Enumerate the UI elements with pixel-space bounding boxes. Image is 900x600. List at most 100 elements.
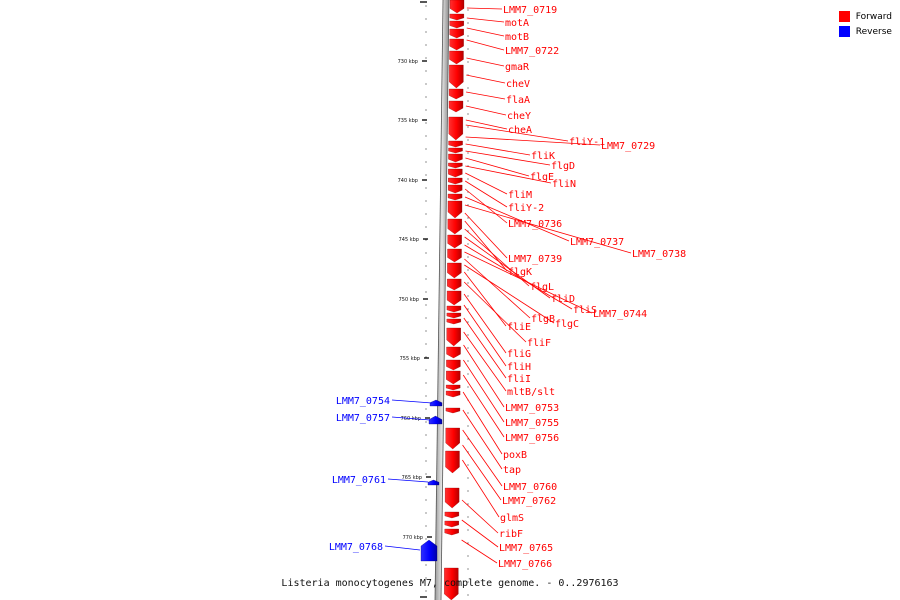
legend-forward[interactable]: Forward	[838, 9, 892, 24]
forward-gene-label[interactable]: LMM7_0766	[498, 559, 552, 570]
reverse-gene-arrow[interactable]	[427, 479, 440, 486]
forward-gene-arrow[interactable]	[447, 262, 462, 279]
forward-gene-arrow[interactable]	[444, 528, 459, 536]
forward-gene-label[interactable]: fliY-2	[508, 203, 544, 214]
forward-gene-label[interactable]: LMM7_0756	[505, 433, 559, 444]
forward-gene-arrow[interactable]	[448, 140, 463, 148]
forward-gene-arrow[interactable]	[449, 0, 465, 14]
gene-label-leader	[463, 359, 505, 423]
forward-gene-arrow[interactable]	[446, 359, 461, 371]
forward-gene-arrow[interactable]	[446, 346, 461, 359]
forward-gene-label[interactable]: flgL	[530, 282, 554, 293]
forward-gene-label[interactable]: LMM7_0736	[508, 219, 562, 230]
forward-gene-arrow[interactable]	[445, 427, 460, 450]
forward-gene-label[interactable]: LMM7_0753	[505, 403, 559, 414]
reverse-gene-arrow[interactable]	[428, 415, 443, 425]
forward-gene-arrow[interactable]	[449, 20, 464, 29]
forward-gene-arrow[interactable]	[444, 511, 460, 519]
forward-gene-arrow[interactable]	[446, 370, 461, 385]
forward-gene-label[interactable]: LMM7_0722	[505, 46, 559, 57]
forward-gene-label[interactable]: fliD	[551, 294, 575, 305]
forward-gene-arrow[interactable]	[449, 38, 464, 51]
forward-gene-arrow[interactable]	[448, 177, 463, 185]
forward-gene-label[interactable]: flgE	[530, 172, 554, 183]
forward-gene-arrow[interactable]	[447, 200, 463, 219]
forward-gene-label[interactable]: glmS	[500, 513, 524, 524]
reverse-gene-label[interactable]: LMM7_0768	[329, 542, 383, 553]
forward-gene-label[interactable]: mltB/slt	[507, 387, 555, 398]
forward-gene-arrow[interactable]	[448, 116, 463, 141]
forward-gene-arrow[interactable]	[446, 305, 462, 313]
forward-gene-label[interactable]: fliF	[527, 338, 551, 349]
forward-gene-label[interactable]: tap	[503, 465, 521, 476]
forward-gene-arrow[interactable]	[449, 28, 464, 39]
forward-gene-label[interactable]: LMM7_0765	[499, 543, 553, 554]
forward-gene-label[interactable]: flgK	[508, 267, 532, 278]
forward-gene-label[interactable]: ribF	[499, 529, 523, 540]
forward-gene-arrow[interactable]	[444, 520, 459, 528]
forward-gene-label[interactable]: LMM7_0719	[503, 5, 557, 16]
forward-gene-label[interactable]: poxB	[503, 450, 527, 461]
forward-gene-arrow[interactable]	[448, 162, 463, 169]
gene-label-leader	[465, 150, 551, 166]
forward-gene-arrow[interactable]	[448, 100, 464, 113]
forward-gene-arrow[interactable]	[448, 168, 463, 178]
forward-gene-label[interactable]: LMM7_0739	[508, 254, 562, 265]
forward-gene-arrow[interactable]	[448, 88, 464, 100]
forward-gene-arrow[interactable]	[446, 327, 461, 347]
forward-gene-label[interactable]: flgD	[551, 161, 575, 172]
forward-gene-label[interactable]: fliG	[507, 349, 531, 360]
forward-gene-label[interactable]: flaA	[506, 95, 530, 106]
forward-gene-arrow[interactable]	[444, 487, 460, 509]
forward-gene-label[interactable]: fliY-1	[569, 137, 605, 148]
forward-gene-label[interactable]: LMM7_0755	[505, 418, 559, 429]
forward-gene-label[interactable]: LMM7_0737	[570, 237, 624, 248]
forward-gene-arrow[interactable]	[445, 407, 461, 414]
forward-gene-label[interactable]: motB	[505, 32, 529, 43]
forward-gene-label[interactable]: motA	[505, 18, 529, 29]
gene-label-leader	[462, 429, 503, 487]
forward-gene-label[interactable]: gmaR	[505, 62, 530, 73]
forward-gene-label[interactable]: cheV	[506, 79, 530, 90]
forward-gene-label[interactable]: fliH	[507, 362, 531, 373]
forward-gene-label[interactable]: LMM7_0760	[503, 482, 557, 493]
legend-reverse[interactable]: Reverse	[838, 24, 892, 39]
forward-gene-label[interactable]: fliN	[552, 179, 576, 190]
forward-gene-arrow[interactable]	[445, 384, 461, 391]
forward-gene-label[interactable]: fliK	[531, 151, 555, 162]
forward-gene-arrow[interactable]	[448, 153, 463, 163]
forward-gene-label[interactable]: cheY	[507, 111, 531, 122]
forward-gene-arrow[interactable]	[446, 318, 461, 325]
forward-gene-arrow[interactable]	[447, 278, 462, 291]
forward-gene-label[interactable]: fliM	[508, 190, 532, 201]
forward-gene-arrow[interactable]	[449, 64, 464, 89]
forward-gene-label[interactable]: fliS	[573, 305, 597, 316]
forward-gene-arrow[interactable]	[446, 312, 462, 319]
forward-gene-label[interactable]: flgC	[555, 319, 579, 330]
forward-gene-arrow[interactable]	[445, 450, 460, 474]
reverse-gene-label[interactable]: LMM7_0754	[336, 396, 390, 407]
reverse-gene-label[interactable]: LMM7_0761	[332, 475, 386, 486]
forward-gene-label[interactable]: LMM7_0729	[601, 141, 655, 152]
forward-gene-arrow[interactable]	[447, 234, 462, 249]
forward-gene-arrow[interactable]	[445, 390, 461, 398]
forward-gene-arrow[interactable]	[446, 290, 462, 306]
forward-gene-label[interactable]: fliE	[507, 322, 531, 333]
forward-gene-arrow[interactable]	[449, 13, 465, 21]
forward-gene-arrow[interactable]	[444, 567, 459, 600]
forward-gene-label[interactable]: LMM7_0744	[593, 309, 647, 320]
forward-gene-label[interactable]: cheA	[508, 125, 532, 136]
forward-gene-label[interactable]: LMM7_0738	[632, 249, 686, 260]
reverse-gene-arrow[interactable]	[420, 539, 438, 562]
forward-gene-arrow[interactable]	[447, 218, 462, 235]
forward-gene-arrow[interactable]	[447, 184, 463, 194]
forward-gene-arrow[interactable]	[449, 50, 464, 65]
forward-gene-label[interactable]: fliI	[507, 374, 531, 385]
forward-gene-label[interactable]: LMM7_0762	[502, 496, 556, 507]
reverse-gene-label[interactable]: LMM7_0757	[336, 413, 390, 424]
forward-gene-arrow[interactable]	[447, 193, 463, 201]
forward-gene-arrow[interactable]	[448, 147, 463, 154]
forward-gene-arrow[interactable]	[447, 248, 462, 263]
gene-label-leader	[462, 391, 503, 455]
forward-gene-label[interactable]: flgB	[531, 314, 555, 325]
